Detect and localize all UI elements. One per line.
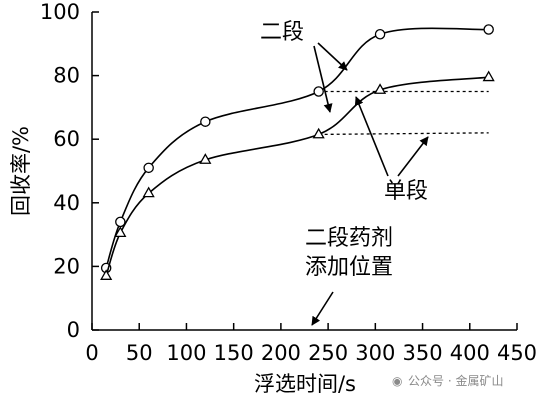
y-axis-title: 回收率/% xyxy=(9,126,33,216)
x-tick-label: 150 xyxy=(214,341,254,365)
y-tick-label: 80 xyxy=(53,64,80,88)
y-tick-label: 40 xyxy=(53,191,80,215)
annotation-single-stage: 单段 xyxy=(384,179,428,204)
triangle-marker xyxy=(373,83,387,94)
watermark-icon: ◉ xyxy=(392,374,402,388)
annotation-two-stage: 二段 xyxy=(260,20,304,45)
x-tick-label: 450 xyxy=(497,341,537,365)
x-tick-label: 100 xyxy=(166,341,206,365)
circle-marker xyxy=(200,116,211,127)
triangle-marker xyxy=(482,70,495,82)
annotation-dosing-line1: 二段药剂 xyxy=(305,226,393,251)
arrow-single-stage-to-circle-dashed xyxy=(354,96,389,177)
y-ticks: 0 20 40 60 80 100 xyxy=(40,0,99,342)
x-tick-label: 350 xyxy=(403,341,443,365)
x-ticks: 0 50 100 150 200 250 300 350 400 450 xyxy=(85,323,537,365)
arrow-two-stage-to-triangle-curve xyxy=(313,45,333,113)
x-tick-label: 50 xyxy=(126,341,153,365)
reference-lines xyxy=(318,90,489,136)
arrow-single-stage-to-triangle-dashed xyxy=(397,136,429,177)
circle-marker xyxy=(143,162,154,174)
dashed-reference-line xyxy=(318,132,489,136)
y-tick-label: 100 xyxy=(40,0,80,24)
triangle-series-line xyxy=(105,76,489,277)
x-tick-label: 400 xyxy=(450,341,490,365)
circle-marker xyxy=(483,24,494,35)
triangle-marker xyxy=(312,127,325,139)
x-axis-title: 浮选时间/s xyxy=(254,372,356,396)
triangle-marker xyxy=(199,153,212,164)
watermark: 公众号 · 金属矿山 xyxy=(408,373,503,388)
triangle-marker xyxy=(114,226,127,238)
triangle-marker xyxy=(100,269,113,280)
y-tick-label: 20 xyxy=(53,254,80,278)
series-layer xyxy=(100,24,495,280)
x-tick-label: 200 xyxy=(261,341,301,365)
annotation-dosing-line2: 添加位置 xyxy=(305,255,393,280)
circle-marker xyxy=(374,29,386,40)
circle-marker xyxy=(115,216,126,228)
y-tick-label: 0 xyxy=(67,318,80,342)
x-tick-label: 300 xyxy=(355,341,395,365)
arrow-two-stage-to-circle-curve xyxy=(317,42,348,71)
circle-series-line xyxy=(105,27,489,269)
y-tick-label: 60 xyxy=(53,127,80,151)
arrow-dosing-position xyxy=(311,291,334,326)
x-tick-label: 250 xyxy=(308,341,348,365)
x-tick-label: 0 xyxy=(85,341,98,365)
circle-marker xyxy=(313,86,324,97)
triangle-marker xyxy=(142,186,155,198)
